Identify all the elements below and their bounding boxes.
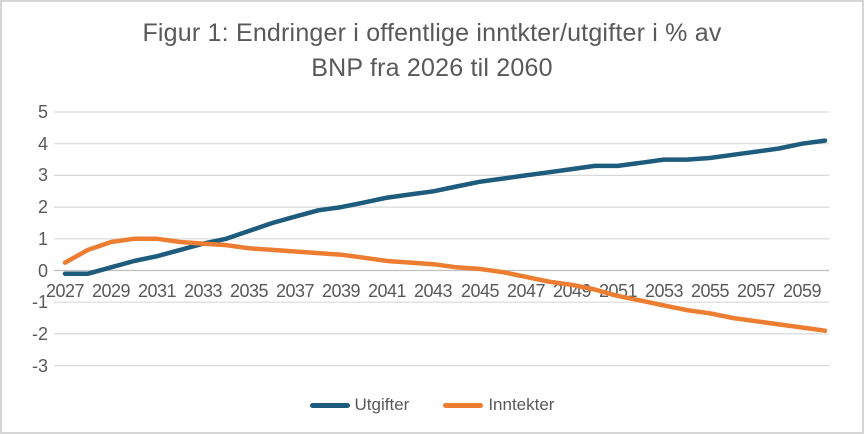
x-tick-label-2043: 2043 bbox=[413, 281, 453, 301]
y-tick-label-0: 0 bbox=[37, 261, 48, 281]
y-tick-label--3: -3 bbox=[31, 356, 48, 376]
y-tick-label-5: 5 bbox=[37, 102, 48, 122]
x-tick-label-2045: 2045 bbox=[460, 281, 500, 301]
y-tick-label-2: 2 bbox=[37, 197, 48, 217]
y-tick-label-3: 3 bbox=[37, 165, 48, 185]
x-tick-label-2037: 2037 bbox=[275, 281, 315, 301]
x-tick-label-2049: 2049 bbox=[552, 281, 592, 301]
chart-title-line2: BNP fra 2026 til 2060 bbox=[311, 54, 553, 82]
x-tick-label-2053: 2053 bbox=[644, 281, 684, 301]
x-tick-label-2035: 2035 bbox=[229, 281, 269, 301]
chart-title: Figur 1: Endringer i offentlige inntkter… bbox=[2, 16, 862, 86]
x-tick-label-2057: 2057 bbox=[736, 281, 776, 301]
y-tick-label--1: -1 bbox=[31, 292, 48, 312]
x-tick-label-2041: 2041 bbox=[367, 281, 407, 301]
x-tick-label-2029: 2029 bbox=[91, 281, 131, 301]
inntekter-line-swatch bbox=[443, 402, 484, 408]
legend-label-inntekter: Inntekter bbox=[488, 395, 555, 414]
y-tick-label-4: 4 bbox=[37, 134, 48, 154]
y-tick-label--2: -2 bbox=[31, 324, 48, 344]
legend-label-utgifter: Utgifter bbox=[354, 395, 410, 414]
x-tick-label-2027: 2027 bbox=[45, 281, 85, 301]
x-tick-label-2051: 2051 bbox=[598, 281, 638, 301]
x-tick-label-2059: 2059 bbox=[782, 281, 822, 301]
x-tick-label-2031: 2031 bbox=[137, 281, 177, 301]
chart-title-line1: Figur 1: Endringer i offentlige inntkter… bbox=[142, 19, 722, 47]
x-tick-label-2039: 2039 bbox=[321, 281, 361, 301]
legend-item-utgifter: Utgifter bbox=[309, 395, 410, 415]
utgifter-line-swatch bbox=[309, 402, 350, 408]
x-tick-label-2033: 2033 bbox=[183, 281, 223, 301]
y-tick-label-1: 1 bbox=[37, 229, 48, 249]
x-tick-label-2055: 2055 bbox=[690, 281, 730, 301]
chart-legend: Utgifter Inntekter bbox=[2, 395, 862, 415]
x-tick-label-2047: 2047 bbox=[506, 281, 546, 301]
legend-item-inntekter: Inntekter bbox=[443, 395, 554, 415]
